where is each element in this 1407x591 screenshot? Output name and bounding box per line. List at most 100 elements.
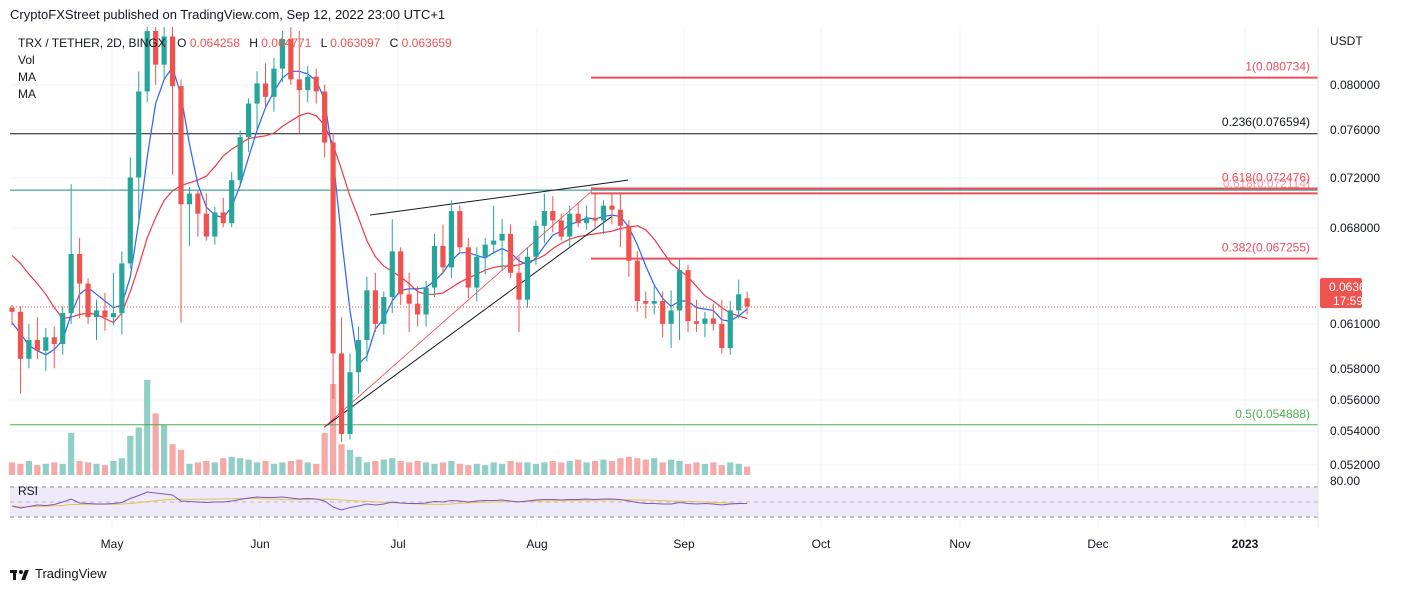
legend-c-label: C bbox=[390, 36, 399, 50]
candle-body bbox=[617, 209, 623, 226]
candle-body bbox=[355, 339, 362, 373]
legend-l-label: L bbox=[321, 36, 328, 50]
volume-bar bbox=[287, 461, 294, 475]
candle-body bbox=[643, 301, 649, 304]
badge-price: 0.063659 bbox=[1329, 280, 1379, 294]
chart-legend: TRX / TETHER, 2D, BINGX O 0.064258 H 0.0… bbox=[18, 36, 452, 101]
candle-body bbox=[322, 91, 328, 143]
candle-body bbox=[161, 36, 167, 65]
volume-bar bbox=[532, 463, 539, 475]
volume-bar bbox=[490, 462, 497, 475]
candle-body bbox=[229, 180, 235, 224]
volume-bar bbox=[431, 463, 438, 475]
volume-bar bbox=[558, 462, 565, 475]
volume-bar bbox=[397, 461, 404, 475]
fib-label: 0.236(0.076594) bbox=[1222, 115, 1310, 129]
candle-body bbox=[676, 270, 683, 311]
chart-frame[interactable]: 1(0.080734) 0.618(0.072476) 0.618(0.072114… bbox=[0, 22, 1407, 557]
candle-body bbox=[491, 240, 497, 245]
x-tick-label: Jun bbox=[250, 537, 269, 551]
volume-bar bbox=[566, 461, 573, 475]
volume-bar bbox=[524, 462, 531, 475]
candle-body bbox=[567, 213, 573, 237]
svg-text:TRX / TETHER, 2D, BINGX: TRX / TETHER, 2D, BINGX O 0.064258 H 0.0… bbox=[18, 36, 452, 50]
candle-body bbox=[43, 337, 49, 351]
candle-body bbox=[305, 76, 311, 91]
volume-bar bbox=[270, 463, 278, 475]
moving-averages bbox=[11, 65, 748, 366]
volume-bar bbox=[710, 462, 717, 475]
candle-body bbox=[516, 272, 522, 300]
candle-body bbox=[626, 225, 632, 261]
volume-bar bbox=[372, 461, 379, 475]
volume-bar bbox=[355, 456, 362, 475]
time-axis: May Jun Jul Aug Sep Oct Nov Dec 2023 bbox=[101, 537, 1259, 551]
legend-h-value: 0.064771 bbox=[261, 36, 311, 50]
fibonacci-levels: 1(0.080734) 0.618(0.072476)0.618(0.072114… bbox=[10, 60, 1318, 426]
volume-bar bbox=[127, 435, 134, 475]
price-chart[interactable]: 1(0.080734) 0.618(0.072476)0.618(0.072114… bbox=[0, 22, 1407, 557]
x-tick-label: Nov bbox=[949, 537, 970, 551]
y-tick-label: 0.080000 bbox=[1330, 78, 1380, 92]
candle-body bbox=[668, 310, 674, 324]
volume-bar bbox=[161, 424, 168, 475]
rsi-line bbox=[11, 491, 748, 511]
fib-label: 0.618(0.072476) bbox=[1222, 171, 1310, 185]
volume-bar bbox=[118, 458, 125, 475]
volume-bar bbox=[245, 459, 252, 475]
candle-body bbox=[77, 254, 83, 284]
volume-bar bbox=[279, 462, 286, 475]
candle-body bbox=[423, 287, 429, 315]
volume-bar bbox=[321, 433, 328, 475]
candle-body bbox=[541, 211, 547, 226]
candle-body bbox=[372, 290, 378, 324]
fib-label: 0.5(0.054888) bbox=[1235, 407, 1310, 421]
candle-body bbox=[550, 211, 556, 221]
legend-o-label: O bbox=[177, 36, 186, 50]
volume-bar bbox=[84, 462, 92, 475]
legend-o-value: 0.064258 bbox=[190, 36, 240, 50]
volume-bar bbox=[59, 463, 66, 475]
legend-c-value: 0.063659 bbox=[402, 36, 452, 50]
y-tick-label: 0.076000 bbox=[1330, 123, 1380, 137]
price-unit-label: USDT bbox=[1330, 34, 1363, 48]
tradingview-brand[interactable]: TradingView bbox=[10, 566, 107, 581]
legend-vol: Vol bbox=[18, 53, 35, 67]
volume-bar bbox=[211, 462, 218, 475]
volume-bar bbox=[549, 461, 556, 475]
volume-bar bbox=[93, 463, 100, 475]
candle-body bbox=[474, 256, 480, 288]
volume-bar bbox=[330, 384, 337, 475]
candle-body bbox=[212, 212, 218, 237]
rsi-series bbox=[11, 491, 748, 511]
legend-symbol: TRX / TETHER, 2D, BINGX bbox=[18, 36, 166, 50]
volume-bar bbox=[34, 465, 41, 475]
x-tick-label: 2023 bbox=[1232, 537, 1259, 551]
volume-bar bbox=[583, 462, 590, 475]
fib-label: 0.618(0.072114) bbox=[1223, 176, 1310, 190]
candle-body bbox=[102, 310, 108, 318]
candle-body bbox=[592, 217, 598, 221]
candle-body bbox=[347, 372, 353, 435]
chart-grid bbox=[10, 27, 1318, 527]
legend-ma1: MA bbox=[18, 70, 36, 84]
fib-label: 0.382(0.067255) bbox=[1222, 241, 1310, 255]
y-tick-label: 0.054000 bbox=[1330, 424, 1380, 438]
volume-bar bbox=[701, 463, 708, 475]
volume-bar bbox=[253, 462, 261, 475]
volume-bar bbox=[718, 465, 725, 475]
volume-bar bbox=[676, 461, 683, 475]
candle-body bbox=[144, 31, 150, 92]
legend-h-label: H bbox=[249, 36, 258, 50]
candle-body bbox=[431, 245, 438, 288]
volume-bar bbox=[169, 444, 176, 475]
x-tick-label: Jul bbox=[390, 537, 405, 551]
volume-bar bbox=[296, 459, 303, 475]
volume-bar bbox=[110, 461, 117, 475]
candle-body bbox=[60, 313, 66, 345]
volume-bar bbox=[473, 463, 480, 475]
candle-body bbox=[237, 137, 243, 181]
volume-bar bbox=[422, 462, 430, 475]
volume-bar bbox=[684, 463, 692, 475]
volume-bar bbox=[744, 466, 751, 475]
